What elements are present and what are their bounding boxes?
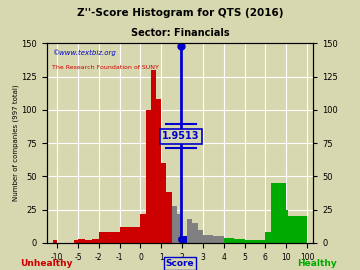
Bar (224, 238, 234, 243)
Bar (265, 232, 270, 243)
Bar (270, 183, 286, 243)
Bar (182, 236, 187, 243)
Bar (198, 230, 203, 243)
Bar (203, 235, 213, 243)
Bar (255, 240, 265, 243)
Text: Healthy: Healthy (297, 259, 337, 268)
Bar (193, 223, 198, 243)
Bar (151, 70, 156, 243)
Bar (177, 214, 182, 243)
Bar (161, 163, 166, 243)
Text: 1.9513: 1.9513 (162, 131, 200, 141)
Bar (53, 240, 57, 243)
Text: Z''-Score Histogram for QTS (2016): Z''-Score Histogram for QTS (2016) (77, 8, 283, 18)
Bar (187, 219, 193, 243)
Bar (85, 240, 92, 243)
Bar (146, 110, 151, 243)
Bar (166, 193, 172, 243)
Text: The Research Foundation of SUNY: The Research Foundation of SUNY (52, 65, 159, 70)
Bar (99, 232, 120, 243)
Y-axis label: Number of companies (997 total): Number of companies (997 total) (12, 85, 19, 201)
Bar (78, 239, 85, 243)
Text: ©www.textbiz.org: ©www.textbiz.org (52, 49, 116, 56)
Text: Unhealthy: Unhealthy (21, 259, 73, 268)
Bar (120, 227, 140, 243)
Bar (74, 240, 78, 243)
Bar (234, 239, 244, 243)
Text: Score: Score (166, 259, 194, 268)
Bar (244, 240, 255, 243)
Bar (156, 99, 161, 243)
Bar (288, 216, 307, 243)
Bar (172, 206, 177, 243)
Bar (140, 214, 146, 243)
Bar (92, 239, 99, 243)
Text: Sector: Financials: Sector: Financials (131, 28, 229, 38)
Bar (286, 210, 288, 243)
Bar (213, 236, 224, 243)
